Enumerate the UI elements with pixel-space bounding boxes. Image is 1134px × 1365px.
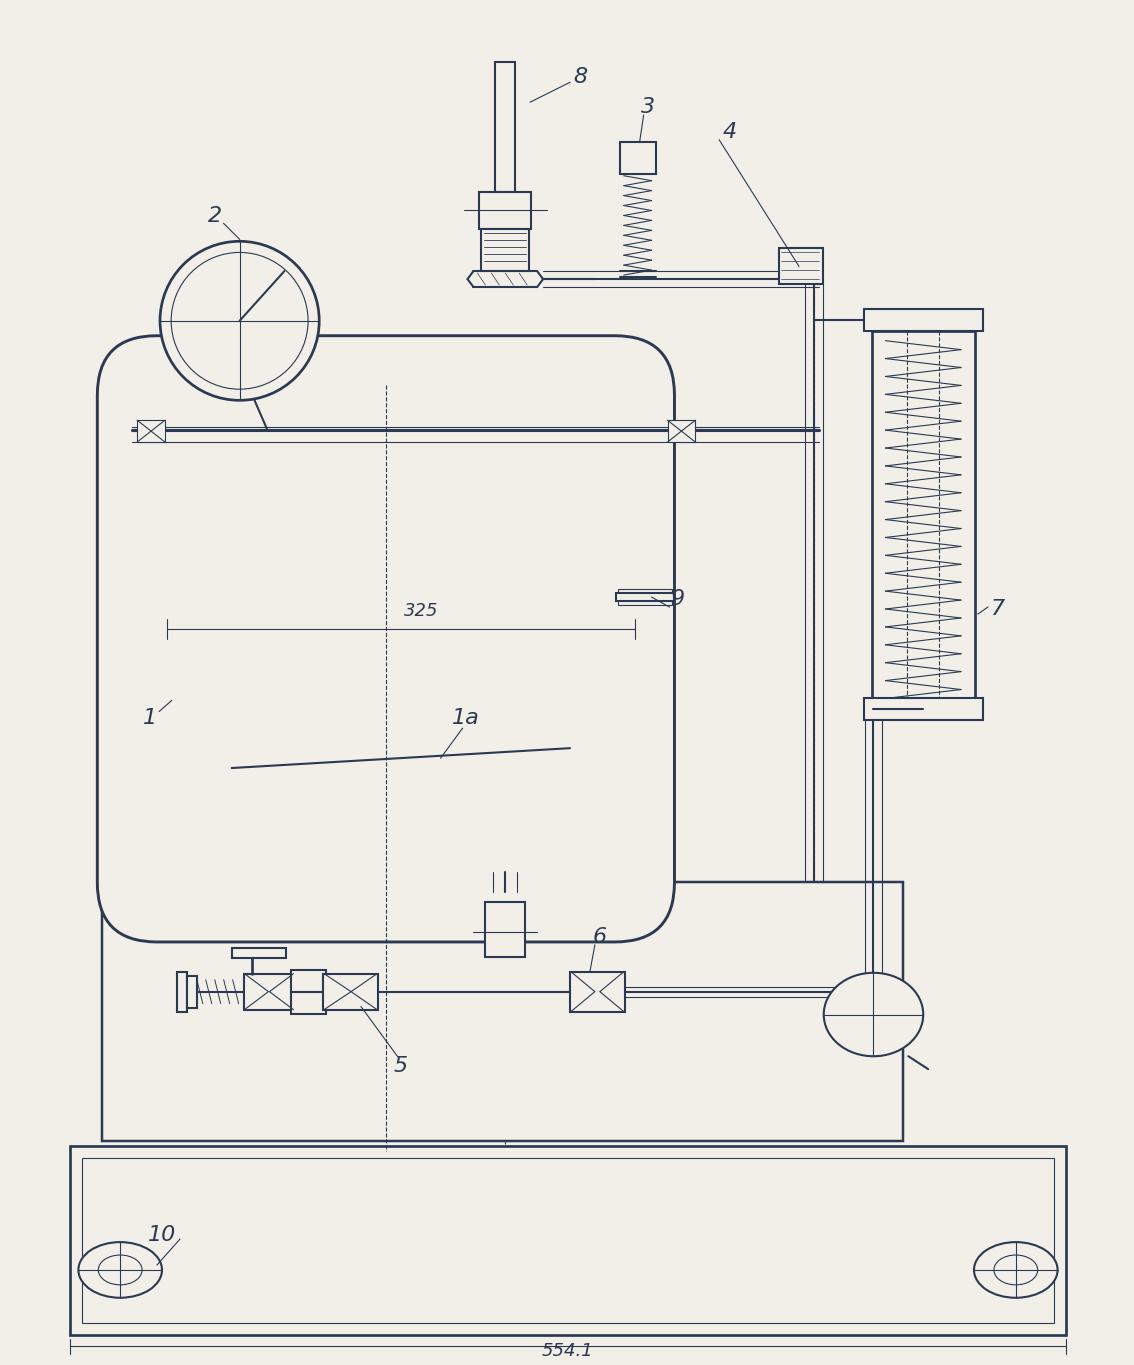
Bar — [616, 594, 675, 601]
Bar — [323, 973, 378, 1010]
Bar — [70, 1145, 1066, 1335]
Text: 2: 2 — [208, 206, 222, 227]
Bar — [187, 976, 197, 1007]
Text: 6: 6 — [593, 927, 607, 947]
Bar — [496, 63, 515, 191]
Bar — [102, 882, 904, 1141]
Bar — [485, 902, 525, 957]
Text: 1a: 1a — [451, 708, 480, 729]
Text: 4: 4 — [722, 121, 736, 142]
Text: 3: 3 — [641, 97, 654, 117]
Ellipse shape — [99, 1254, 142, 1284]
Ellipse shape — [993, 1254, 1038, 1284]
FancyBboxPatch shape — [98, 336, 675, 942]
Bar — [779, 248, 823, 284]
Text: 1: 1 — [143, 708, 158, 729]
Text: 8: 8 — [573, 67, 587, 87]
Bar — [83, 1158, 1053, 1323]
Bar — [244, 973, 294, 1010]
Bar — [620, 142, 655, 173]
Bar — [482, 229, 530, 272]
Bar — [137, 420, 164, 442]
Text: 325: 325 — [404, 602, 438, 620]
Text: 10: 10 — [147, 1226, 176, 1245]
Circle shape — [160, 242, 319, 400]
Text: 554.1: 554.1 — [542, 1342, 594, 1361]
Bar — [863, 699, 983, 721]
Bar — [618, 590, 672, 605]
Ellipse shape — [974, 1242, 1058, 1298]
Bar — [863, 308, 983, 330]
Circle shape — [171, 253, 308, 389]
Bar — [231, 947, 287, 958]
Text: 9: 9 — [670, 590, 685, 609]
Ellipse shape — [78, 1242, 162, 1298]
Bar — [177, 972, 187, 1011]
Text: 7: 7 — [991, 599, 1005, 618]
Text: 5: 5 — [393, 1057, 408, 1076]
Bar — [570, 972, 625, 1011]
Bar — [668, 420, 695, 442]
Bar — [872, 330, 975, 699]
Bar — [291, 969, 327, 1014]
Bar — [480, 191, 531, 229]
Ellipse shape — [823, 973, 923, 1057]
